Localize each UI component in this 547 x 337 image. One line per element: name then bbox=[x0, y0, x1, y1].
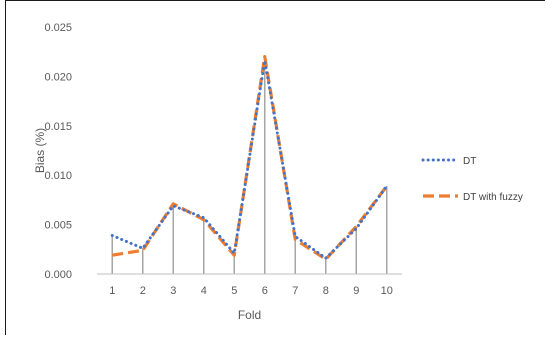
legend-label: DT bbox=[463, 156, 476, 167]
x-tick-label: 10 bbox=[381, 285, 393, 297]
y-axis-title: Bias (%) bbox=[33, 128, 47, 173]
y-tick-label: 0.005 bbox=[44, 220, 72, 232]
x-tick-label: 7 bbox=[292, 285, 298, 297]
series-line-dt bbox=[110, 59, 389, 260]
y-tick-label: 0.020 bbox=[44, 71, 72, 83]
y-tick-label: 0.010 bbox=[44, 170, 72, 182]
x-tick-label: 8 bbox=[323, 285, 329, 297]
y-tick-labels: 0.000 0.005 0.010 0.015 0.020 0.025 bbox=[44, 22, 72, 281]
x-tick-label: 5 bbox=[231, 285, 237, 297]
x-tick-labels: 1 2 3 4 5 6 7 8 9 10 bbox=[109, 285, 393, 297]
legend: DT DT with fuzzy bbox=[421, 156, 523, 203]
chart-frame bbox=[5, 0, 545, 335]
x-axis-title: Fold bbox=[238, 308, 261, 322]
x-tick-label: 6 bbox=[262, 285, 268, 297]
y-tick-label: 0.025 bbox=[44, 22, 72, 34]
y-tick-label: 0.000 bbox=[44, 269, 72, 281]
x-tick-label: 3 bbox=[170, 285, 176, 297]
legend-label: DT with fuzzy bbox=[463, 192, 523, 203]
drop-lines bbox=[111, 56, 388, 274]
x-tick-label: 2 bbox=[140, 285, 146, 297]
x-tick-label: 4 bbox=[201, 285, 207, 297]
series-lines bbox=[110, 55, 389, 261]
y-tick-label: 0.015 bbox=[44, 121, 72, 133]
x-tick-label: 1 bbox=[109, 285, 115, 297]
x-tick-label: 9 bbox=[353, 285, 359, 297]
